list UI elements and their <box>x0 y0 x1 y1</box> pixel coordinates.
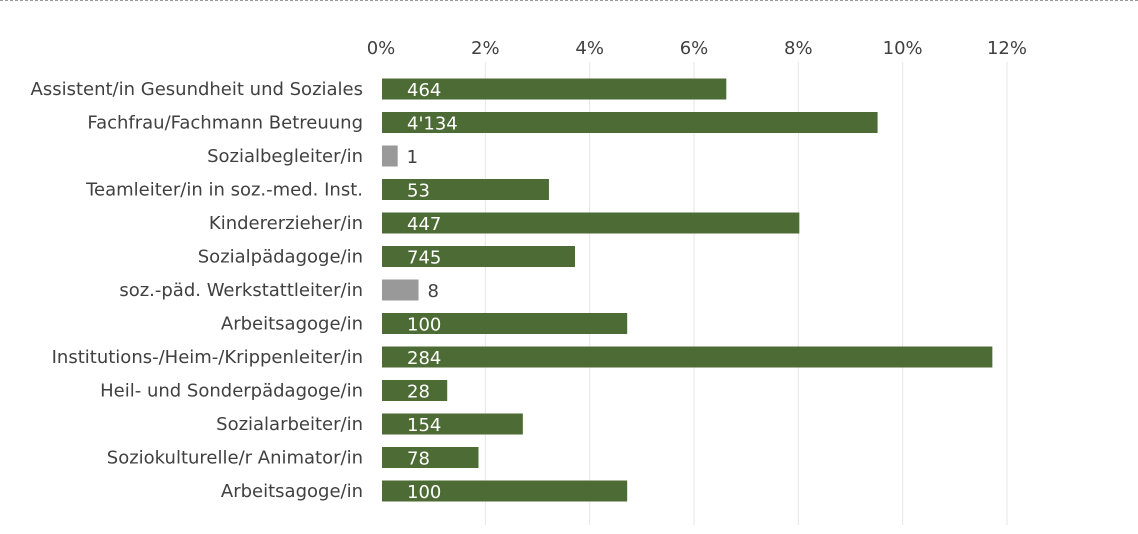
bar <box>382 212 800 234</box>
bar <box>382 279 419 301</box>
data-label: 4'134 <box>407 114 458 135</box>
data-label: 8 <box>428 281 439 302</box>
data-label: 100 <box>407 315 441 336</box>
bar <box>382 112 878 133</box>
category-label: Arbeitsagoge/in <box>221 314 363 335</box>
x-tick-label: 0% <box>367 38 396 59</box>
bar <box>382 413 523 435</box>
data-label: 284 <box>407 348 441 369</box>
category-label: soz.-päd. Werkstattleiter/in <box>119 280 363 301</box>
bar <box>382 480 628 502</box>
x-tick-label: 10% <box>883 38 923 59</box>
category-label: Heil- und Sonderpädagoge/in <box>100 381 363 402</box>
bar <box>382 447 479 468</box>
category-label: Sozialpädagoge/in <box>198 247 363 268</box>
x-axis-ticks: 0% 2% 4% 6% 8% 10% 12% <box>367 38 1027 59</box>
data-label: 28 <box>407 382 430 403</box>
data-label: 53 <box>407 181 430 202</box>
x-tick-label: 12% <box>987 38 1027 59</box>
category-label: Assistent/in Gesundheit und Soziales <box>31 79 363 100</box>
data-label: 100 <box>407 482 441 503</box>
x-tick-label: 6% <box>680 38 709 59</box>
grid-lines <box>484 62 1008 525</box>
category-labels: Assistent/in Gesundheit und Soziales Fach… <box>31 79 363 502</box>
data-label: 745 <box>407 248 441 269</box>
data-labels: 464 4'134 1 53 447 745 8 100 284 28 154 78 100 <box>407 80 458 503</box>
bar <box>382 78 727 100</box>
category-label: Arbeitsagoge/in <box>221 481 363 502</box>
category-label: Fachfrau/Fachmann Betreuung <box>87 113 363 134</box>
bars <box>382 78 993 502</box>
x-tick-label: 4% <box>575 38 604 59</box>
data-label: 154 <box>407 415 441 436</box>
category-label: Soziokulturelle/r Animator/in <box>107 448 363 469</box>
data-label: 447 <box>407 214 441 235</box>
bar <box>382 179 549 200</box>
bar <box>382 145 398 167</box>
category-label: Sozialarbeiter/in <box>216 414 363 435</box>
data-label: 464 <box>407 80 441 101</box>
x-tick-label: 8% <box>784 38 813 59</box>
category-label: Kindererzieher/in <box>209 213 363 234</box>
bar <box>382 313 628 334</box>
bar <box>382 380 448 401</box>
data-label: 1 <box>407 147 418 168</box>
data-label: 78 <box>407 449 430 470</box>
category-label: Teamleiter/in in soz.-med. Inst. <box>85 180 363 201</box>
category-label: Institutions-/Heim-/Krippenleiter/in <box>52 347 363 368</box>
x-tick-label: 2% <box>471 38 500 59</box>
top-dashed-border <box>0 0 1138 1</box>
bar <box>382 346 993 368</box>
category-label: Sozialbegleiter/in <box>207 146 363 167</box>
bar <box>382 246 576 267</box>
